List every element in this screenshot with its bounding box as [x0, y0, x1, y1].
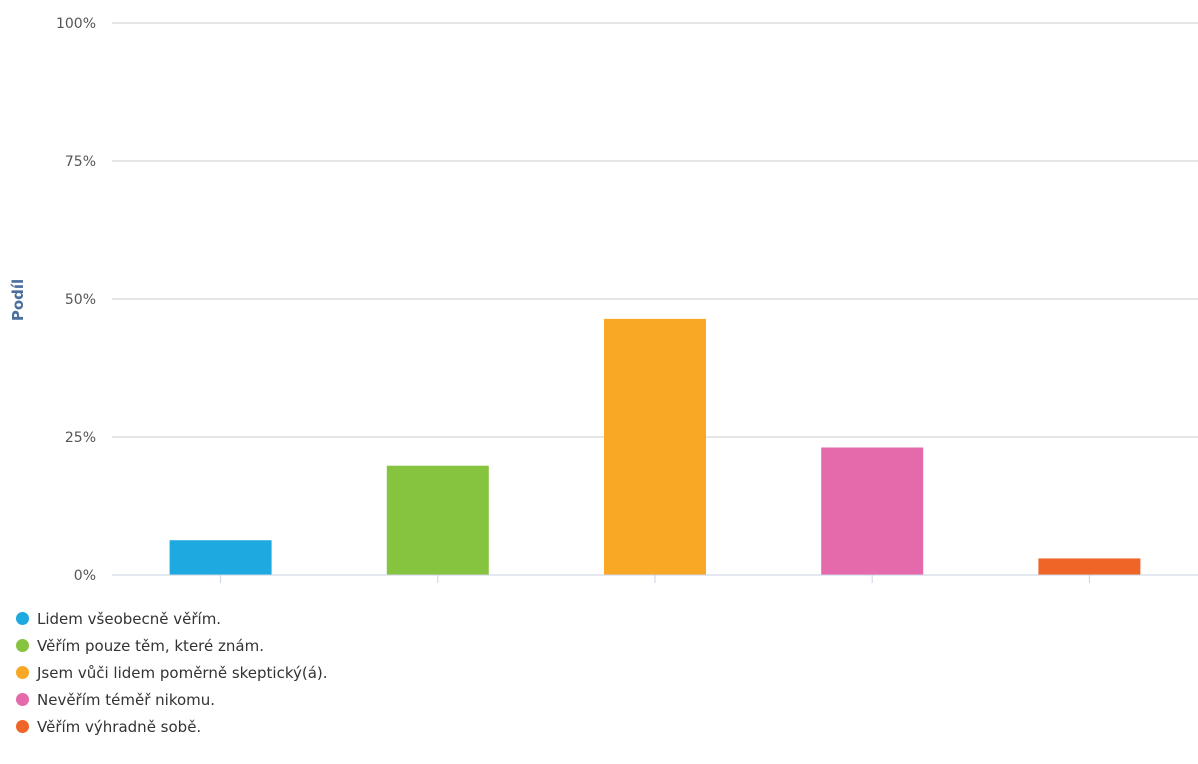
y-tick-label: 25%: [65, 430, 96, 446]
y-axis-title: Podíl: [9, 279, 27, 321]
x-axis: [112, 574, 1198, 583]
y-tick-label: 100%: [56, 16, 96, 32]
y-tick-label: 75%: [65, 154, 96, 170]
legend-marker: [16, 639, 29, 652]
legend-item[interactable]: Věřím výhradně sobě.: [16, 713, 328, 740]
y-tick-labels: 0% 25% 50% 75% 100%: [56, 16, 96, 584]
legend-marker: [16, 720, 29, 733]
legend-label: Nevěřím téměř nikomu.: [37, 690, 216, 709]
y-tick-label: 50%: [65, 292, 96, 308]
y-tick-label: 0%: [74, 568, 96, 584]
bar-chart: 0% 25% 50% 75% 100% Podíl: [9, 16, 1198, 584]
legend-label: Věřím pouze těm, které znám.: [37, 636, 264, 655]
legend-marker: [16, 693, 29, 706]
bar[interactable]: [604, 318, 706, 575]
legend: Lidem všeobecně věřím. Věřím pouze těm, k…: [16, 605, 328, 740]
legend-label: Jsem vůči lidem poměrně skeptický(á).: [37, 663, 328, 682]
legend-item[interactable]: Jsem vůči lidem poměrně skeptický(á).: [16, 659, 328, 686]
legend-marker: [16, 666, 29, 679]
legend-label: Věřím výhradně sobě.: [37, 717, 202, 736]
legend-item[interactable]: Věřím pouze těm, které znám.: [16, 632, 328, 659]
legend-item[interactable]: Lidem všeobecně věřím.: [16, 605, 328, 632]
legend-label: Lidem všeobecně věřím.: [37, 609, 222, 628]
bar[interactable]: [169, 540, 272, 575]
bars: [169, 318, 1141, 575]
bar[interactable]: [1038, 558, 1141, 575]
bar[interactable]: [386, 465, 489, 575]
legend-marker: [16, 612, 29, 625]
legend-item[interactable]: Nevěřím téměř nikomu.: [16, 686, 328, 713]
bar[interactable]: [821, 447, 924, 575]
